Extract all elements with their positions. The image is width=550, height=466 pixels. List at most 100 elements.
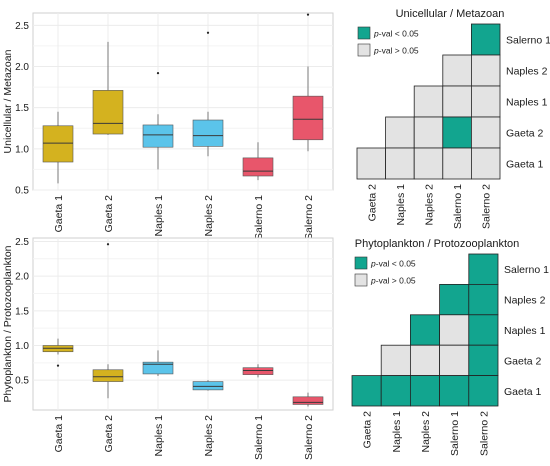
heatmap-cell — [409, 375, 440, 407]
heatmap-row-label: Salerno 1 — [506, 35, 550, 47]
outlier-point — [156, 71, 160, 75]
y-tick-label: 0.5 — [15, 186, 29, 197]
heatmap-col-label: Salerno 1 — [449, 411, 461, 456]
legend-swatch — [357, 26, 371, 40]
box-gaeta-1 — [42, 111, 74, 184]
legend-label-italic: p — [370, 259, 376, 269]
heatmap-cell — [439, 314, 470, 346]
y-axis-label: Unicellular / Metazoan — [2, 49, 14, 153]
x-tick-label: Salerno 1 — [253, 415, 265, 460]
heatmap-cell — [442, 85, 472, 118]
legend-label-rest: -val > 0.05 — [376, 276, 416, 286]
legend-label-rest: -val < 0.05 — [379, 29, 419, 39]
legend-label-rest: -val > 0.05 — [379, 46, 419, 56]
heatmap-col-label: Naples 1 — [391, 411, 403, 453]
heatmap-cell — [413, 85, 444, 118]
box-iqr — [242, 157, 274, 177]
plot-frame — [32, 237, 334, 411]
heatmap-cell — [470, 54, 501, 87]
legend-swatch — [357, 43, 371, 57]
heatmap-cell — [409, 314, 440, 346]
heatmap-col-label: Salerno 2 — [481, 184, 493, 229]
heatmap-col-label: Salerno 1 — [452, 184, 464, 229]
heatmap-row-label: Naples 1 — [506, 97, 548, 109]
box-iqr — [142, 124, 174, 148]
x-tick-label: Salerno 2 — [303, 415, 315, 460]
x-tick-label: Salerno 2 — [303, 195, 315, 240]
box-iqr — [42, 125, 74, 163]
box-salerno-2 — [292, 392, 324, 407]
box-salerno-1 — [242, 142, 274, 181]
outlier-point — [56, 364, 60, 367]
heatmap-row-label: Salerno 1 — [504, 264, 549, 276]
heatmap-cell — [385, 116, 415, 149]
box-naples-1 — [142, 350, 174, 377]
heatmap-cell — [468, 344, 499, 377]
x-tick-label: Gaeta 1 — [53, 415, 65, 453]
heatmap-row-label: Naples 2 — [506, 66, 548, 78]
heatmap-cell — [442, 116, 472, 149]
heatmap-cell — [356, 147, 387, 180]
legend-label-italic: p — [370, 276, 376, 286]
heatmap-title: Phytoplankton / Protozooplankton — [355, 238, 520, 250]
box-iqr — [92, 369, 124, 382]
legend-label-rest: -val < 0.05 — [376, 259, 416, 269]
outlier-point — [206, 31, 210, 34]
heatmap-col-label: Naples 2 — [424, 184, 436, 226]
x-tick-label: Gaeta 1 — [53, 195, 65, 233]
y-tick-label: 2.0 — [15, 62, 29, 73]
box-iqr — [292, 95, 324, 141]
heatmap-cell — [380, 344, 411, 377]
legend-swatch — [354, 273, 368, 287]
y-tick-label: 2.5 — [15, 21, 29, 32]
legend-label-italic: p — [373, 29, 379, 39]
plot-frame — [32, 12, 334, 191]
y-tick-label: 1.0 — [15, 341, 29, 352]
heatmap-cell — [351, 375, 382, 407]
legend-label: p-val < 0.05 — [373, 29, 419, 39]
heatmap-cell — [470, 116, 501, 149]
box-gaeta-2 — [92, 41, 124, 135]
box-iqr — [192, 381, 224, 391]
legend-label: p-val < 0.05 — [370, 259, 416, 269]
y-axis-label: Phytoplankton / Protozooplankton — [2, 245, 14, 402]
heatmap-row-label: Gaeta 1 — [506, 159, 544, 171]
outlier-point — [106, 243, 110, 246]
box-naples-2 — [192, 380, 224, 391]
outlier-point — [306, 13, 310, 16]
heatmap-col-label: Salerno 2 — [478, 411, 490, 456]
box-gaeta-2 — [92, 243, 124, 399]
heatmap-row-label: Gaeta 2 — [504, 355, 542, 367]
y-tick-label: 2.0 — [15, 272, 29, 283]
heatmap-cell — [413, 116, 444, 149]
box-iqr — [242, 367, 274, 375]
pval_phyto_proto-panel: Phytoplankton / Protozooplankton p-val < … — [351, 238, 549, 456]
box-salerno-2 — [292, 13, 324, 152]
heatmap-col-label: Gaeta 2 — [366, 184, 378, 222]
heatmap-cell — [470, 147, 501, 180]
legend-label-italic: p — [373, 46, 379, 56]
legend-label: p-val > 0.05 — [373, 46, 419, 56]
heatmap-cell — [439, 375, 470, 407]
y-tick-label: 1.5 — [15, 103, 29, 114]
heatmap-row-label: Gaeta 2 — [506, 128, 544, 140]
heatmap-cell — [442, 147, 472, 180]
x-tick-label: Naples 2 — [203, 415, 215, 457]
x-tick-label: Naples 1 — [153, 195, 165, 237]
box-iqr — [192, 119, 224, 147]
box-iqr — [142, 361, 174, 375]
y-tick-label: 0.5 — [15, 376, 29, 387]
y-tick-label: 1.0 — [15, 144, 29, 155]
legend-label: p-val > 0.05 — [370, 276, 416, 286]
heatmap-cell — [442, 54, 472, 87]
heatmap-cell — [439, 344, 470, 377]
x-tick-label: Naples 2 — [203, 195, 215, 237]
box-iqr — [292, 396, 324, 405]
legend-swatch — [354, 256, 368, 270]
heatmap-row-label: Naples 2 — [504, 295, 546, 307]
x-tick-label: Naples 1 — [153, 415, 165, 457]
boxplot_uni_meta-panel: 0.5 1.0 1.5 2.0 2.5 Unicellular / Metazoan Gae… — [2, 12, 334, 240]
